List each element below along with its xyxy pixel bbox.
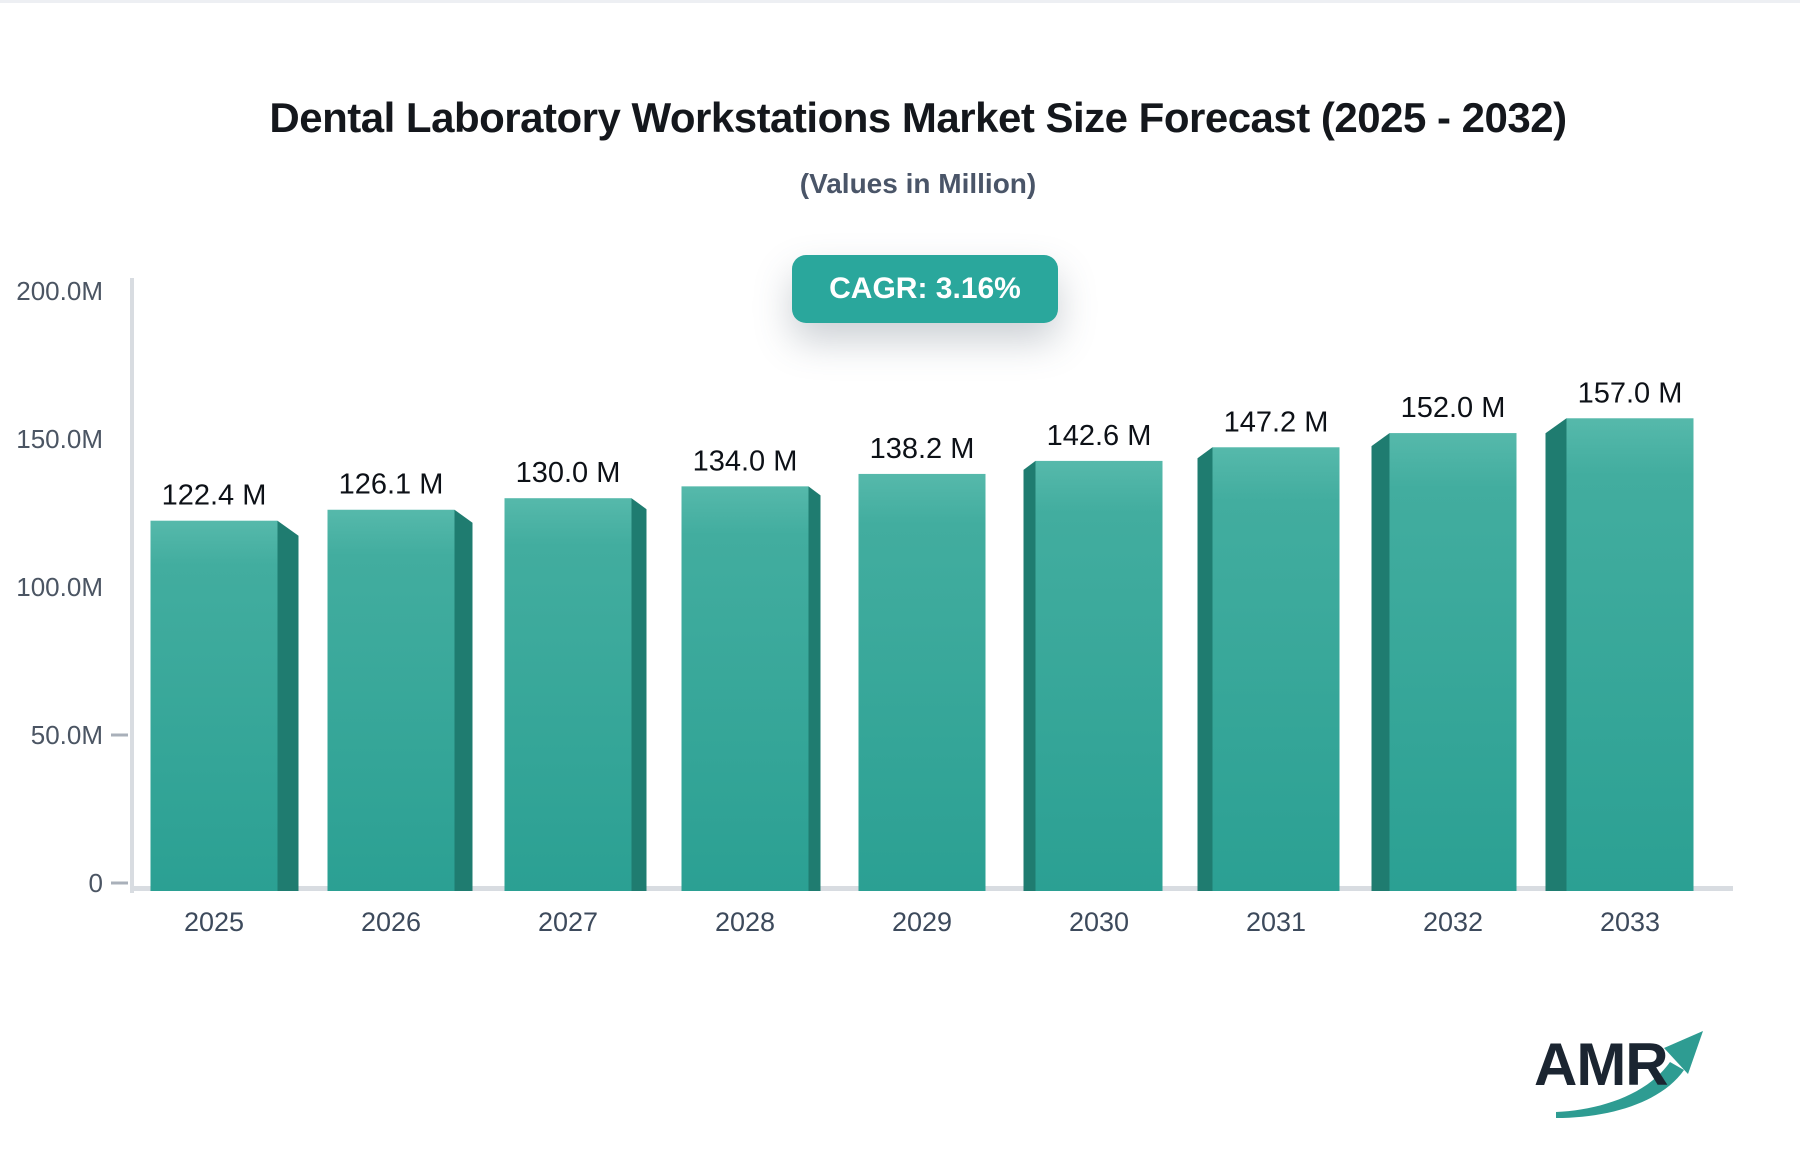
- bar-2031: [1212, 447, 1340, 891]
- y-axis-tick-label: 200.0M: [16, 276, 103, 306]
- top-border-line: [0, 0, 1800, 3]
- bar-value-label: 134.0 M: [693, 445, 798, 477]
- x-axis-tick-label: 2028: [715, 907, 775, 937]
- bar-value-label: 138.2 M: [870, 433, 975, 465]
- bar-2030: [1035, 460, 1163, 891]
- amr-logo: AMR: [1528, 1008, 1738, 1123]
- bar-side-2030: [1023, 460, 1036, 891]
- cagr-badge: CAGR: 3.16%: [792, 255, 1058, 323]
- bar-2027: [504, 498, 632, 891]
- x-axis-tick-label: 2033: [1600, 907, 1660, 937]
- bar-side-2031: [1197, 447, 1213, 891]
- bar-value-label: 122.4 M: [162, 480, 267, 512]
- bar-2026: [327, 509, 455, 891]
- labels: 122.4 M 2025 126.1 M 2026 130.0 M 2027 134.0 M…: [162, 377, 1683, 937]
- x-axis-tick-label: 2029: [892, 907, 952, 937]
- chart-subtitle: (Values in Million): [799, 168, 1037, 199]
- bar-value-label: 142.6 M: [1047, 420, 1152, 452]
- y-axis-tick-label: 50.0M: [31, 720, 103, 750]
- y-axis-line: [130, 278, 134, 893]
- y-axis-tick-label: 0: [89, 868, 103, 898]
- x-axis-tick-label: 2032: [1423, 907, 1483, 937]
- x-axis-tick-label: 2025: [184, 907, 244, 937]
- bar-value-label: 126.1 M: [339, 469, 444, 501]
- bar-2029: [858, 473, 986, 891]
- bar-2025: [150, 520, 278, 891]
- x-axis-tick-label: 2031: [1246, 907, 1306, 937]
- bar-side-2032: [1371, 433, 1390, 891]
- bar-2033: [1566, 418, 1694, 891]
- y-axis-tick-mark: [111, 733, 128, 737]
- x-axis-tick-label: 2027: [538, 907, 598, 937]
- logo-text: AMR: [1534, 1031, 1669, 1098]
- logo-arrow-icon: [1556, 1031, 1703, 1118]
- y-axis-tick-label: 100.0M: [16, 572, 103, 602]
- bar-value-label: 152.0 M: [1401, 392, 1506, 424]
- bars: [150, 418, 1694, 891]
- bar-side-2025: [277, 520, 299, 891]
- bar-side-2026: [454, 509, 473, 891]
- bar-value-label: 147.2 M: [1224, 406, 1329, 438]
- y-axis-tick-label: 150.0M: [16, 424, 103, 454]
- page-title: Dental Laboratory Workstations Market Si…: [269, 94, 1567, 141]
- bar-2028: [681, 486, 809, 891]
- bar-value-label: 157.0 M: [1578, 377, 1683, 409]
- y-axis-tick-mark: [111, 881, 128, 885]
- x-axis-tick-label: 2026: [361, 907, 421, 937]
- bar-side-2027: [631, 498, 647, 891]
- bar-2032: [1389, 433, 1517, 891]
- bar-side-2033: [1545, 418, 1567, 891]
- bar-side-2028: [808, 486, 821, 891]
- x-axis-tick-label: 2030: [1069, 907, 1129, 937]
- bar-value-label: 130.0 M: [516, 457, 621, 489]
